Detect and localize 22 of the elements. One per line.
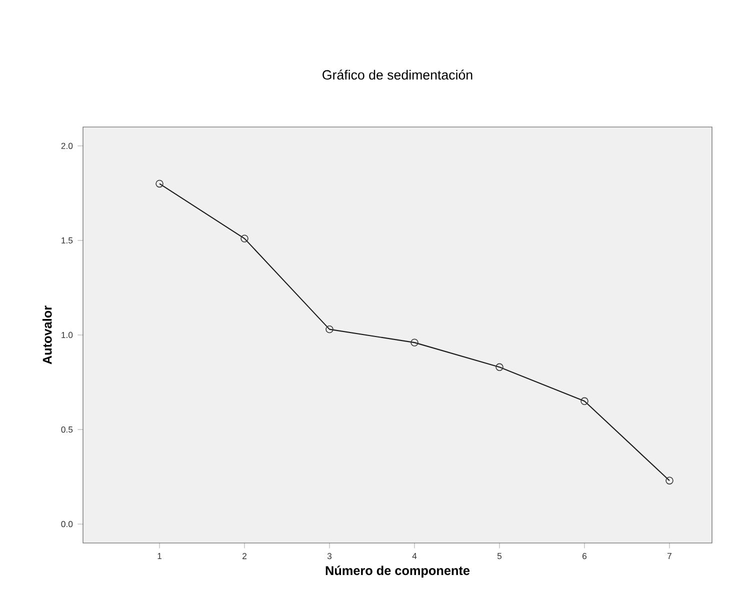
point — [666, 476, 674, 484]
point — [240, 234, 248, 242]
point — [326, 325, 334, 334]
x-tick-label: 2 — [242, 553, 246, 560]
x-axis-title: Número de componente — [326, 566, 470, 578]
y-tick-label: 1.0 — [62, 332, 73, 338]
x-tick-label: 5 — [497, 553, 502, 560]
point — [580, 397, 588, 406]
point — [156, 180, 164, 188]
y-tick-label: 0.0 — [61, 521, 73, 528]
y-tick-label: 0.5 — [61, 426, 73, 433]
x-tick-label: 6 — [582, 553, 587, 560]
y-tick-label: 1.5 — [62, 237, 73, 244]
x-tick-label: 7 — [668, 553, 672, 559]
x-tick-label: 1 — [158, 553, 162, 559]
y-axis-title: Autovalor — [42, 306, 52, 364]
y-tick-label: 2.0 — [61, 142, 73, 149]
point — [496, 363, 504, 371]
point — [410, 338, 418, 346]
x-tick-label: 3 — [327, 553, 332, 560]
x-tick-label: 4 — [412, 553, 417, 559]
chart-title: Gráfico de sedimentación — [322, 70, 472, 80]
